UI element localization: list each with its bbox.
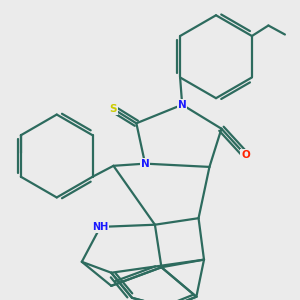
Text: S: S bbox=[110, 104, 117, 114]
Text: O: O bbox=[241, 150, 250, 160]
Text: NH: NH bbox=[92, 222, 109, 232]
Text: N: N bbox=[141, 159, 149, 169]
Text: N: N bbox=[178, 100, 187, 110]
